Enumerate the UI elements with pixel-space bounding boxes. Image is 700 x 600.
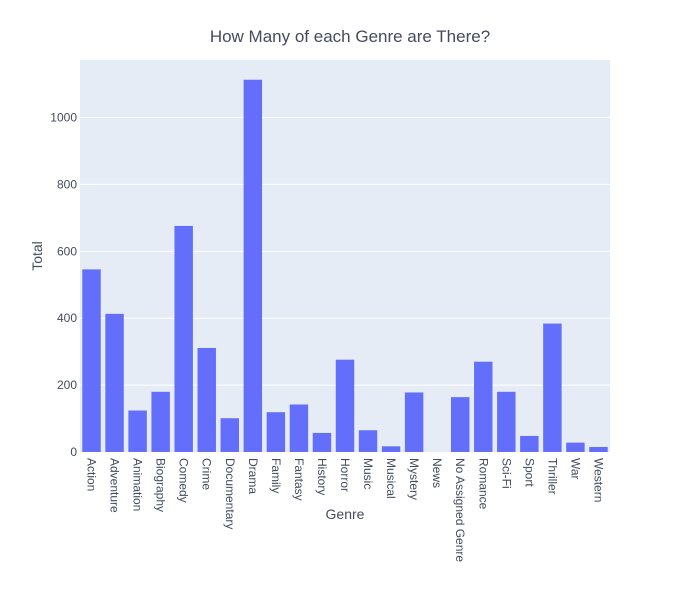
x-tick-label: History: [315, 458, 329, 495]
x-tick-label: Comedy: [177, 458, 191, 503]
bar-war[interactable]: [566, 442, 585, 452]
bar-music[interactable]: [358, 430, 378, 452]
bar-documentary[interactable]: [220, 418, 239, 452]
bar-romance[interactable]: [474, 361, 493, 452]
x-tick-label: Mystery: [407, 458, 421, 500]
y-tick-label: 0: [70, 445, 77, 459]
bar-musical[interactable]: [381, 446, 401, 452]
bar-sci-fi[interactable]: [497, 391, 516, 452]
x-tick-label: Thriller: [545, 458, 559, 495]
bar-animation[interactable]: [128, 410, 147, 452]
x-axis-title: Genre: [326, 506, 365, 522]
x-tick-label: No Assigned Genre: [453, 458, 467, 562]
x-tick-label: Music: [361, 458, 375, 489]
bar-sport[interactable]: [520, 435, 539, 452]
bar-history[interactable]: [312, 432, 332, 452]
x-tick-label: News: [430, 458, 444, 488]
bar-mystery[interactable]: [404, 392, 424, 452]
x-tick-label: Documentary: [223, 458, 237, 529]
x-tick-label: Horror: [338, 458, 352, 492]
x-tick-label: Romance: [476, 458, 490, 510]
bar-crime[interactable]: [197, 347, 216, 452]
bar-thriller[interactable]: [543, 323, 562, 452]
x-tick-label: Sport: [522, 458, 536, 487]
x-tick-label: Crime: [200, 458, 214, 490]
x-tick-label: War: [568, 458, 582, 480]
bar-horror[interactable]: [335, 359, 355, 452]
bar-no-assigned-genre[interactable]: [451, 397, 470, 452]
x-tick-label: Action: [85, 458, 99, 491]
bar-biography[interactable]: [151, 391, 170, 452]
x-tick-label: Drama: [246, 458, 260, 494]
x-tick-label: Adventure: [108, 458, 122, 513]
y-tick-label: 200: [57, 378, 77, 392]
x-axis-ticks: Action Adventure Animation Biography Comedy C…: [85, 458, 606, 562]
y-axis-title: Total: [29, 241, 45, 271]
y-tick-label: 1000: [50, 111, 77, 125]
y-axis-ticks: 0 200 400 600 800 1000: [50, 111, 77, 459]
y-tick-label: 600: [57, 244, 77, 258]
x-tick-label: Family: [269, 458, 283, 493]
bars: [82, 79, 608, 452]
y-tick-label: 800: [57, 177, 77, 191]
chart-title: How Many of each Genre are There?: [210, 27, 490, 46]
x-tick-label: Biography: [154, 458, 168, 512]
bar-comedy[interactable]: [174, 225, 193, 452]
y-tick-label: 400: [57, 311, 77, 325]
x-tick-label: Sci-Fi: [499, 458, 513, 489]
bar-adventure[interactable]: [105, 313, 124, 452]
bar-fantasy[interactable]: [289, 404, 309, 452]
x-tick-label: Western: [591, 458, 605, 502]
x-tick-label: Fantasy: [292, 458, 306, 501]
bar-family[interactable]: [266, 412, 286, 452]
bar-action[interactable]: [82, 269, 101, 452]
x-tick-label: Animation: [131, 458, 145, 511]
bar-western[interactable]: [589, 446, 608, 452]
bar-drama[interactable]: [243, 79, 263, 452]
x-tick-label: Musical: [384, 458, 398, 499]
